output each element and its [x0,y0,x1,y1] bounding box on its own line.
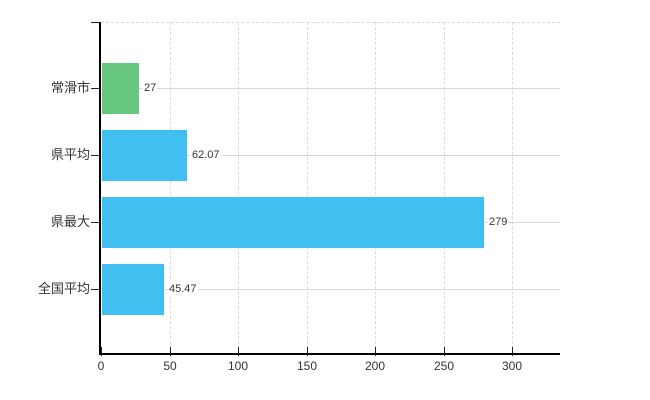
bar-value-label: 279 [488,214,509,230]
x-axis-tick-label: 50 [163,359,177,373]
x-axis-tick-label: 300 [501,359,523,373]
y-axis-label: 常滑市 [50,80,90,95]
x-axis-tick-label: 0 [97,359,105,373]
bar-value-label: 45.47 [168,281,198,297]
x-axis-tick [238,347,239,356]
x-axis-tick [170,347,171,356]
y-axis-line [99,22,101,355]
y-axis-tick [91,155,99,156]
gridline-vertical [375,22,376,354]
y-axis-tick [91,222,99,223]
x-axis-line [99,353,560,355]
plot-top-gridline [101,22,560,23]
gridline-horizontal [101,155,560,156]
x-axis-tick [444,347,445,356]
x-axis-tick-label: 100 [227,359,249,373]
y-axis-label: 県最大 [50,214,90,229]
gridline-vertical [307,22,308,354]
gridline-vertical [170,22,171,354]
y-axis-tick [91,289,99,290]
gridline-vertical [238,22,239,354]
x-axis-tick-label: 200 [364,359,386,373]
x-axis-tick [307,347,308,356]
bar-value-label: 62.07 [191,147,221,163]
bar-常滑市 [102,63,139,114]
gridline-vertical [512,22,513,354]
bar-県最大 [102,197,484,248]
gridline-horizontal [101,88,560,89]
x-axis-tick [101,347,102,356]
y-axis-label: 全国平均 [37,281,90,296]
y-axis-label: 県平均 [50,147,90,162]
bar-全国平均 [102,264,164,315]
x-axis-tick [512,347,513,356]
x-axis-tick [375,347,376,356]
x-axis-tick-label: 150 [296,359,318,373]
x-axis-tick-label: 250 [433,359,455,373]
bar-県平均 [102,130,187,181]
gridline-horizontal [101,289,560,290]
bar-value-label: 27 [143,80,158,96]
y-axis-tick [91,88,99,89]
gridline-vertical [444,22,445,354]
y-axis-top-tick [91,22,99,23]
